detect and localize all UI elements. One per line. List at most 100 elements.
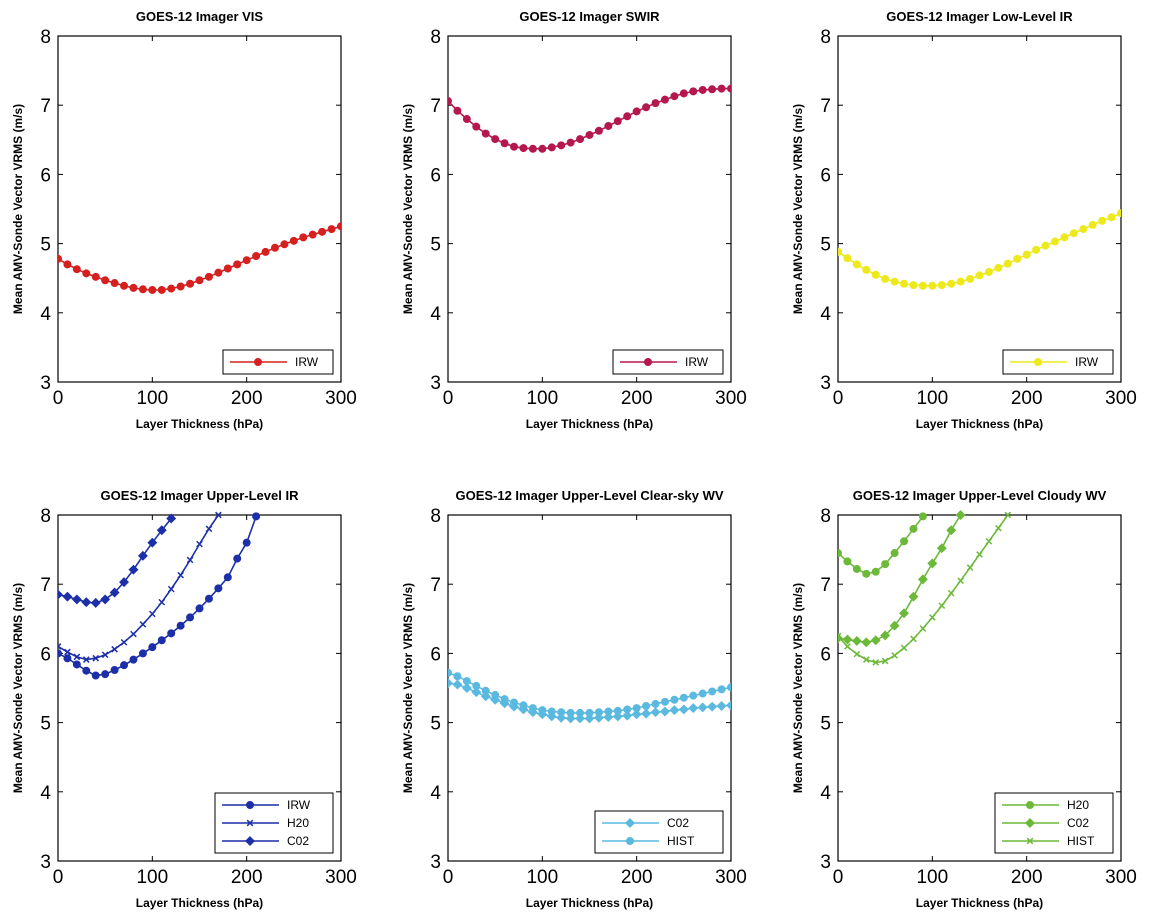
data-point bbox=[129, 283, 138, 292]
data-point bbox=[688, 703, 699, 714]
x-tick-label: 100 bbox=[136, 388, 168, 409]
y-tick-label: 3 bbox=[40, 373, 51, 394]
legend-label: H20 bbox=[287, 816, 309, 830]
data-point bbox=[58, 649, 62, 658]
data-point bbox=[82, 656, 90, 663]
data-point bbox=[985, 537, 993, 545]
y-tick-label: 4 bbox=[40, 783, 51, 804]
data-point bbox=[910, 635, 917, 643]
data-point bbox=[1050, 237, 1059, 246]
data-point bbox=[452, 679, 463, 690]
data-point bbox=[90, 597, 101, 608]
data-point bbox=[186, 613, 195, 622]
data-point bbox=[838, 247, 842, 256]
data-point bbox=[318, 227, 327, 236]
data-point bbox=[110, 666, 119, 675]
data-point bbox=[138, 649, 147, 658]
data-point bbox=[195, 604, 204, 613]
data-point bbox=[111, 645, 118, 653]
data-point bbox=[519, 144, 528, 153]
data-point bbox=[186, 279, 195, 288]
data-point bbox=[289, 236, 298, 245]
data-point bbox=[1107, 213, 1116, 222]
data-point bbox=[261, 247, 270, 256]
series-h20 bbox=[838, 512, 927, 578]
data-point bbox=[689, 691, 698, 700]
data-point bbox=[698, 689, 707, 698]
data-point bbox=[727, 683, 731, 692]
data-point bbox=[995, 524, 1002, 532]
plot-area bbox=[447, 514, 732, 862]
data-point bbox=[214, 268, 223, 277]
x-axis-label: Layer Thickness (hPa) bbox=[526, 417, 653, 431]
data-point bbox=[955, 510, 966, 520]
y-tick-label: 3 bbox=[820, 373, 831, 394]
data-point bbox=[129, 655, 138, 664]
data-point bbox=[233, 554, 242, 563]
x-tick-label: 0 bbox=[833, 867, 844, 888]
y-tick-label: 5 bbox=[820, 714, 831, 735]
y-axis-label: Mean AMV-Sonde Vector VRMS (m/s) bbox=[401, 583, 415, 793]
y-tick-label: 6 bbox=[40, 165, 51, 186]
data-point bbox=[660, 95, 669, 104]
data-point bbox=[215, 511, 222, 519]
plot-area bbox=[447, 35, 732, 383]
data-point bbox=[660, 697, 669, 706]
data-point bbox=[471, 687, 482, 698]
y-tick-label: 8 bbox=[430, 506, 441, 527]
series-line bbox=[58, 516, 257, 677]
data-point bbox=[109, 587, 120, 598]
data-point bbox=[670, 695, 679, 704]
data-point bbox=[994, 263, 1003, 272]
data-point bbox=[917, 574, 928, 585]
data-point bbox=[642, 701, 651, 710]
data-point bbox=[510, 142, 519, 151]
data-point bbox=[890, 277, 899, 286]
data-point bbox=[669, 705, 680, 716]
data-point bbox=[130, 630, 137, 638]
data-point bbox=[1069, 229, 1078, 238]
data-point bbox=[491, 135, 500, 144]
x-tick-label: 200 bbox=[231, 867, 263, 888]
data-point bbox=[186, 556, 194, 564]
y-tick-label: 4 bbox=[430, 304, 441, 325]
data-point bbox=[717, 84, 726, 93]
data-point bbox=[651, 99, 660, 108]
data-point bbox=[299, 233, 308, 242]
y-tick-label: 6 bbox=[40, 644, 51, 665]
data-point bbox=[547, 143, 556, 152]
data-point bbox=[72, 660, 81, 669]
legend: C02 HIST bbox=[594, 810, 724, 854]
data-point bbox=[481, 129, 490, 138]
series-h20 bbox=[58, 511, 222, 663]
y-tick-label: 4 bbox=[40, 304, 51, 325]
x-axis-label: Layer Thickness (hPa) bbox=[916, 896, 1043, 910]
data-point bbox=[697, 702, 708, 713]
data-point bbox=[138, 285, 147, 294]
plot-area bbox=[837, 35, 1122, 383]
data-point bbox=[252, 512, 261, 521]
data-point bbox=[500, 695, 509, 704]
data-point bbox=[622, 710, 633, 721]
data-point bbox=[881, 657, 889, 665]
data-point bbox=[861, 637, 872, 648]
data-point bbox=[167, 284, 176, 293]
data-point bbox=[650, 707, 661, 718]
data-point bbox=[900, 644, 908, 652]
data-point bbox=[708, 85, 717, 94]
data-point bbox=[204, 272, 213, 281]
plot-area bbox=[57, 514, 342, 862]
data-point bbox=[64, 648, 71, 656]
y-axis-label: Mean AMV-Sonde Vector VRMS (m/s) bbox=[11, 583, 25, 793]
data-point bbox=[101, 651, 109, 659]
data-point bbox=[566, 138, 575, 147]
x-axis-label: Layer Thickness (hPa) bbox=[526, 896, 653, 910]
data-point bbox=[909, 524, 918, 533]
legend-marker bbox=[1026, 801, 1035, 810]
data-point bbox=[119, 577, 129, 588]
plot-area bbox=[57, 35, 342, 383]
legend-marker bbox=[245, 836, 255, 846]
y-tick-label: 8 bbox=[820, 27, 831, 48]
data-point bbox=[280, 240, 289, 249]
